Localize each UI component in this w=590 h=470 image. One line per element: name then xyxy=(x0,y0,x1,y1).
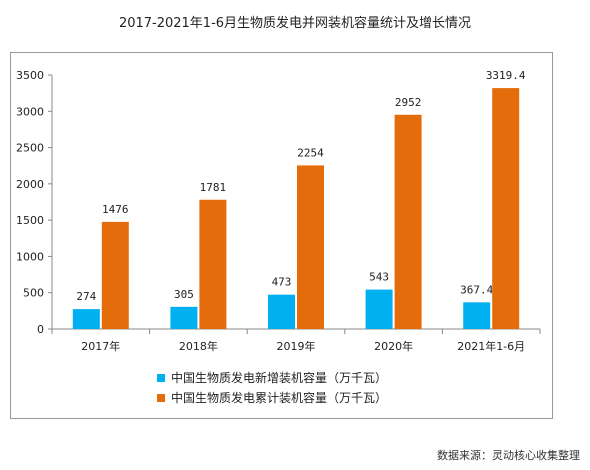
data-source: 数据来源：灵动核心收集整理 xyxy=(437,449,580,462)
data-label-cumulative: 1781 xyxy=(200,181,227,194)
bar-new xyxy=(170,306,198,329)
y-tick-label: 3500 xyxy=(16,69,44,82)
legend-label-cumulative: 中国生物质发电累计装机容量（万千瓦） xyxy=(171,391,388,405)
bar-new xyxy=(268,294,295,329)
y-tick-label: 0 xyxy=(37,323,44,336)
bar-cumulative xyxy=(199,199,227,329)
data-label-new: 473 xyxy=(272,276,292,289)
data-label-new: 305 xyxy=(174,288,194,301)
data-label-cumulative: 3319.4 xyxy=(486,69,526,82)
bar-new xyxy=(365,289,393,329)
legend-item-new: 中国生物质发电新增装机容量（万千瓦） xyxy=(157,369,387,386)
x-tick-label: 2019年 xyxy=(277,339,316,353)
y-tick-label: 500 xyxy=(23,287,44,300)
y-tick-label: 1500 xyxy=(16,214,44,227)
bar-cumulative xyxy=(492,88,520,329)
legend-label-new: 中国生物质发电新增装机容量（万千瓦） xyxy=(171,371,388,385)
legend-swatch-new xyxy=(157,373,165,382)
bar-new xyxy=(463,302,491,329)
bar-cumulative xyxy=(297,165,324,329)
data-label-new: 274 xyxy=(76,290,96,303)
data-label-cumulative: 2254 xyxy=(297,146,324,159)
data-label-new: 543 xyxy=(369,271,389,284)
x-tick-label: 2017年 xyxy=(81,339,120,353)
chart-title: 2017-2021年1-6月生物质发电并网装机容量统计及增长情况 xyxy=(118,16,472,31)
y-tick-label: 3000 xyxy=(16,105,44,118)
data-label-cumulative: 2952 xyxy=(395,96,422,109)
bar-cumulative xyxy=(101,221,129,329)
legend-item-cumulative: 中国生物质发电累计装机容量（万千瓦） xyxy=(157,389,387,406)
x-tick-label: 2020年 xyxy=(374,339,413,353)
legend-swatch-cumulative xyxy=(157,393,165,402)
chart-frame xyxy=(10,52,553,419)
x-tick-label: 2021年1-6月 xyxy=(457,339,525,353)
data-label-new: 367.4 xyxy=(460,283,493,296)
y-tick-label: 2000 xyxy=(16,178,44,191)
x-tick-label: 2018年 xyxy=(179,339,218,353)
data-label-cumulative: 1476 xyxy=(102,203,129,216)
y-tick-label: 1000 xyxy=(16,250,44,263)
bar-cumulative xyxy=(394,114,422,330)
bar-new xyxy=(72,309,100,329)
y-tick-label: 2500 xyxy=(16,142,44,155)
